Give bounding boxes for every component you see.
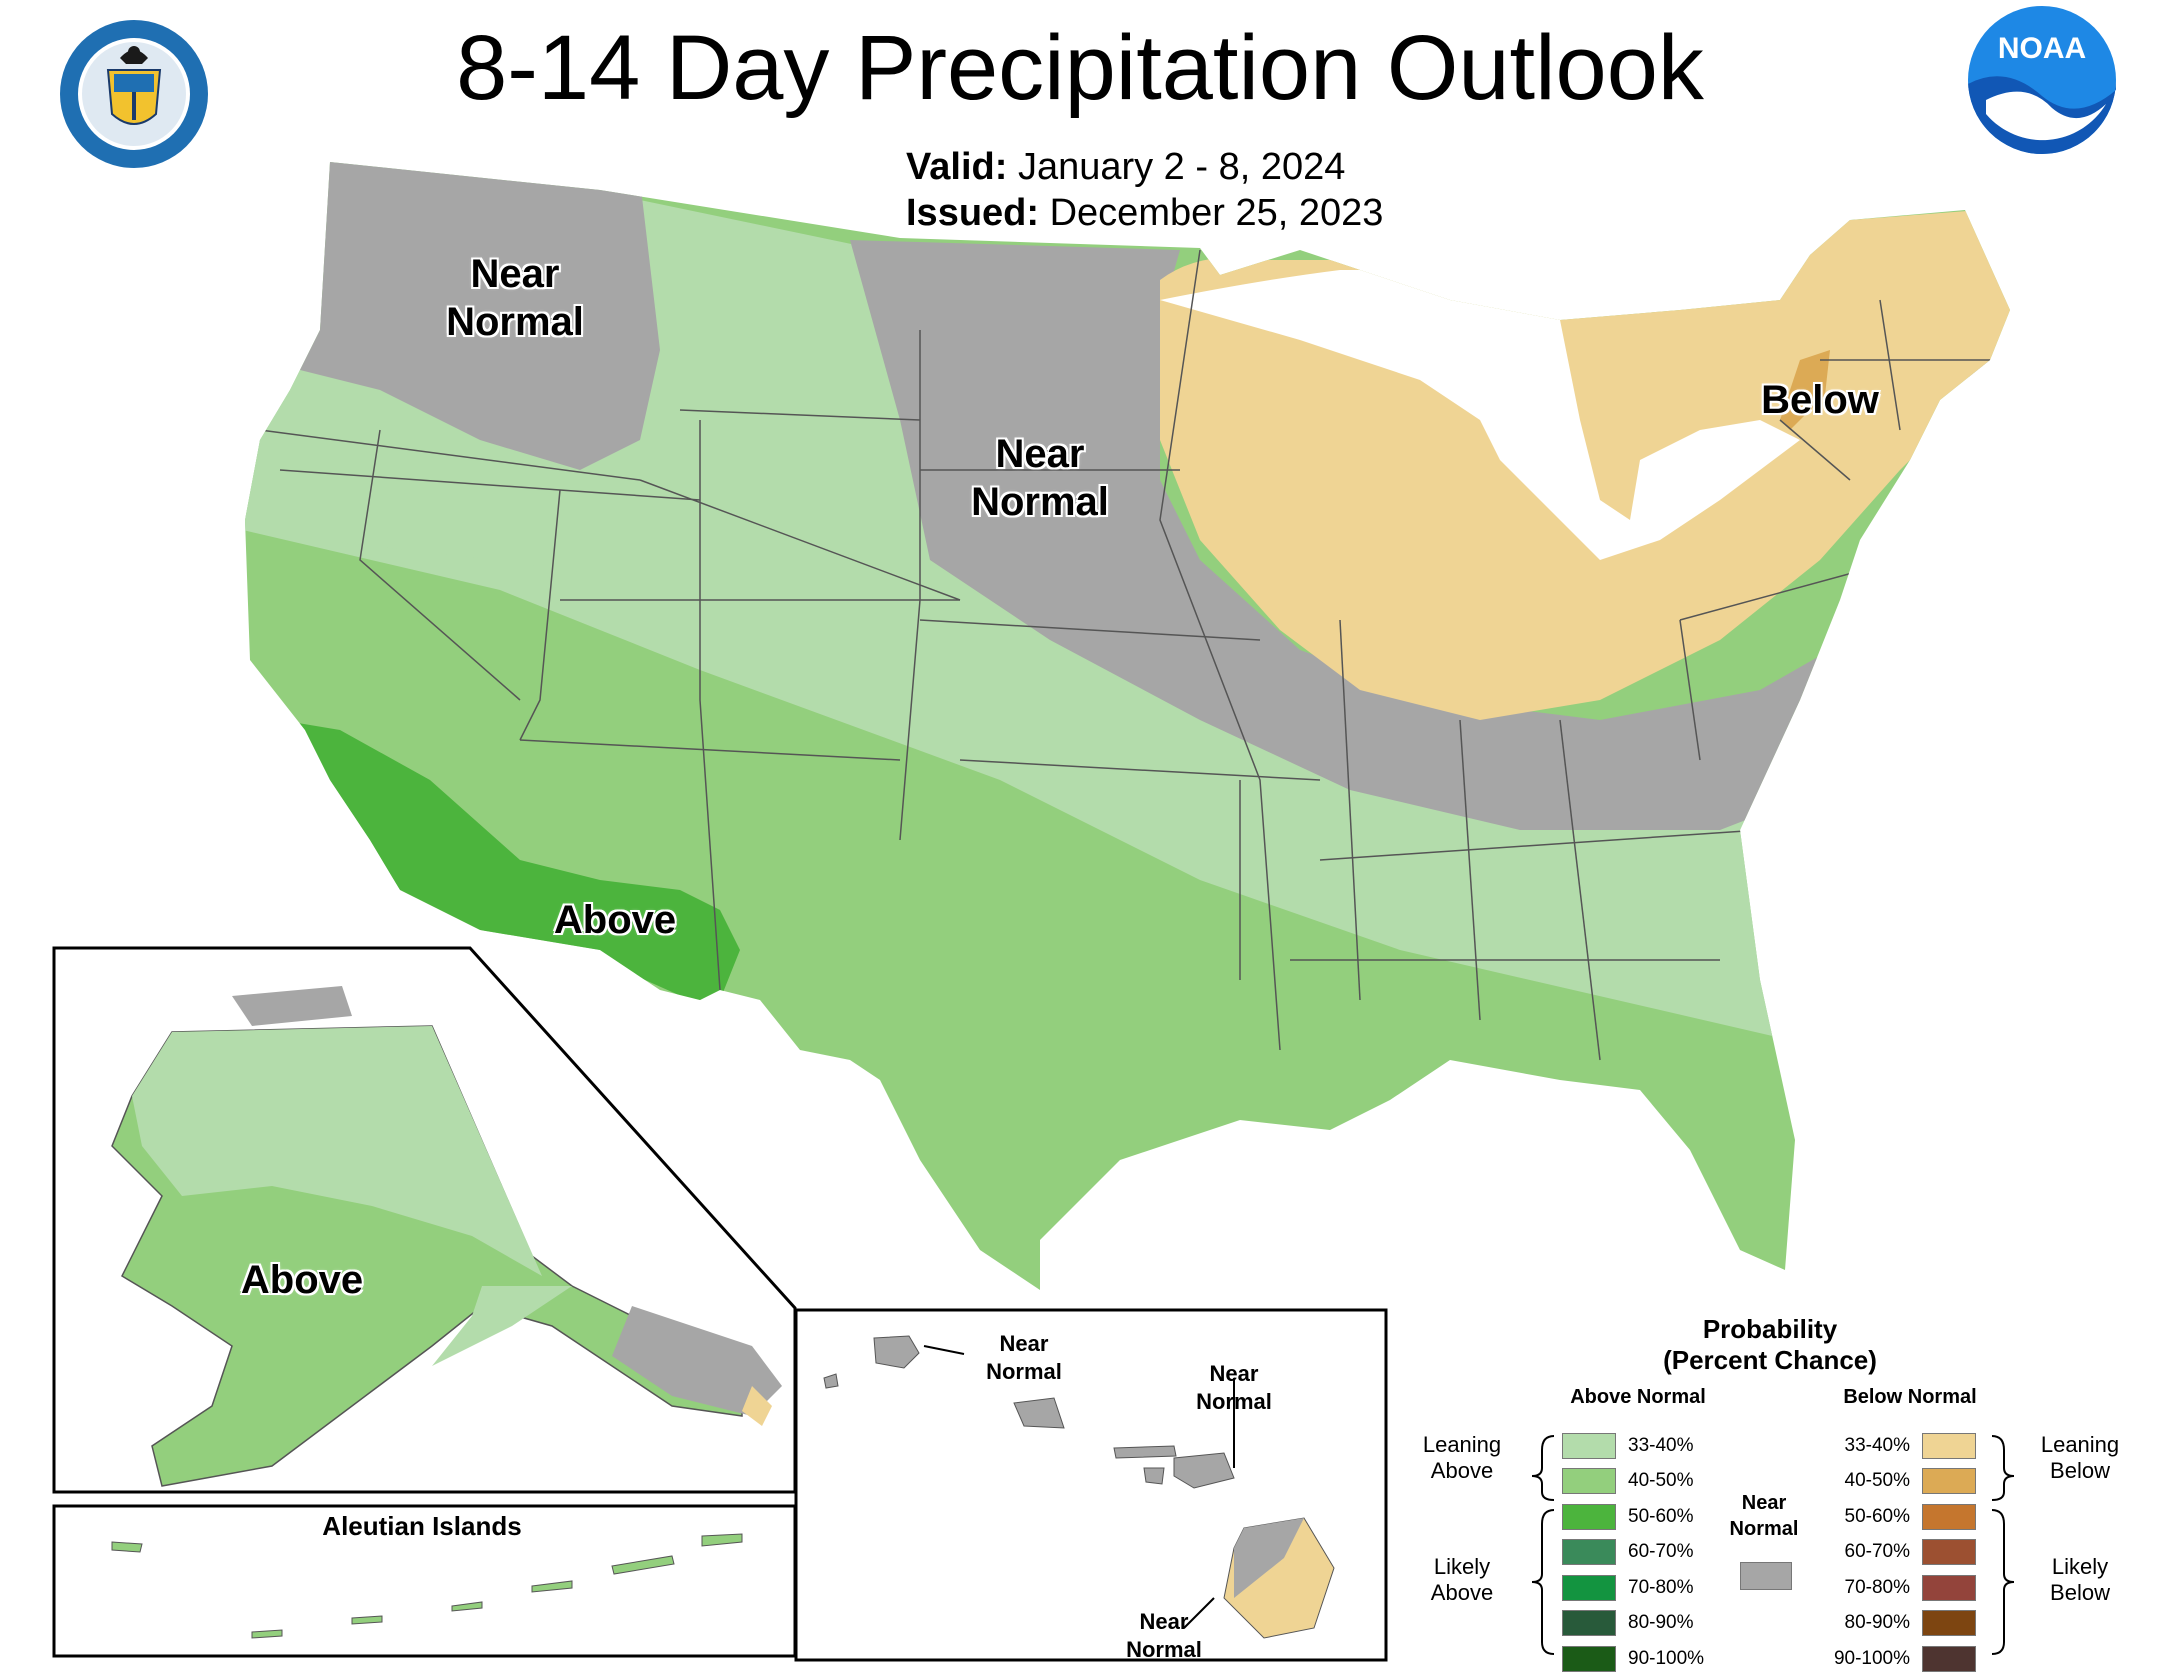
alaska-leaning-above — [132, 1026, 542, 1276]
hawaii-lanai — [1143, 1467, 1165, 1485]
above-bin-row: 33-40% — [1562, 1428, 1718, 1464]
above-bin-label: 70-80% — [1628, 1576, 1694, 1598]
aleutian-islands-shapes — [111, 1533, 743, 1639]
below-bin-row: 33-40% — [1820, 1428, 1976, 1464]
legend-below-list: 33-40% 40-50% 50-60% 60-70% 70-80% 80-90% 90-1… — [1820, 1428, 1976, 1677]
legend-above-list: 33-40% 40-50% 50-60% 60-70% 70-80% 80-90% 90-1… — [1562, 1428, 1718, 1677]
valid-label: Valid: — [906, 146, 1008, 188]
below-bin-row: 90-100% — [1820, 1641, 1976, 1677]
legend-near-normal-swatch — [1740, 1562, 1792, 1590]
legend-likely-above: Likely Above — [1430, 1554, 1494, 1605]
issued-line: Issued: December 25, 2023 — [906, 190, 1383, 236]
above-bin-label: 40-50% — [1628, 1470, 1694, 1492]
great-lakes — [1160, 270, 1800, 560]
legend: Probability (Percent Chance) Above Norma… — [1400, 1310, 2160, 1672]
below-bin-swatch — [1922, 1574, 1976, 1601]
above-bin-swatch — [1562, 1539, 1616, 1566]
below-bin-label: 60-70% — [1844, 1541, 1911, 1563]
label-alaska: Above — [240, 1258, 364, 1302]
above-bin-swatch — [1562, 1610, 1616, 1637]
below-bin-swatch — [1922, 1503, 1976, 1530]
above-bin-swatch — [1562, 1503, 1616, 1530]
legend-below-heading: Below Normal — [1843, 1386, 1977, 1408]
above-bin-label: 80-90% — [1628, 1612, 1694, 1634]
state-boundaries — [259, 249, 1990, 1061]
brace-below — [1991, 1435, 2015, 1655]
label-pacific-nw: Near Normal — [446, 252, 584, 344]
below-bin-row: 80-90% — [1820, 1606, 1976, 1642]
below-bin-row: 60-70% — [1820, 1535, 1976, 1571]
brace-above — [1531, 1435, 1555, 1655]
label-hawaii-big-island: Near Normal — [1126, 1609, 1202, 1662]
label-northeast: Below — [1761, 378, 1879, 422]
legend-title: Probability (Percent Chance) — [1663, 1314, 1877, 1375]
below-bin-label: 70-80% — [1844, 1576, 1911, 1598]
hawaii-kauai — [873, 1335, 920, 1369]
issued-label: Issued: — [906, 192, 1040, 234]
commerce-seal-logo — [60, 20, 208, 168]
above-bin-label: 60-70% — [1628, 1541, 1694, 1563]
alaska-near-normal-north — [232, 986, 352, 1026]
below-bin-label: 33-40% — [1844, 1434, 1911, 1456]
alaska-near-normal-panhandle — [612, 1306, 782, 1416]
above-bin-swatch — [1562, 1468, 1616, 1495]
alaska-southcentral-leaning — [432, 1286, 572, 1366]
issued-date: December 25, 2023 — [1049, 192, 1384, 234]
above-bin-row: 80-90% — [1562, 1606, 1718, 1642]
legend-near-normal-label: Near Normal — [1729, 1492, 1799, 1540]
below-bin-label: 90-100% — [1833, 1647, 1910, 1669]
legend-above-heading: Above Normal — [1570, 1386, 1706, 1408]
below-bin-swatch — [1922, 1432, 1976, 1459]
below-bin-swatch — [1922, 1645, 1976, 1672]
above-bin-label: 90-100% — [1628, 1647, 1705, 1669]
above-bin-row: 60-70% — [1562, 1535, 1718, 1571]
hawaii-molokai — [1113, 1445, 1177, 1459]
hawaii-niihau — [823, 1373, 839, 1389]
above-bin-swatch — [1562, 1432, 1616, 1459]
above-bin-swatch — [1562, 1574, 1616, 1601]
above-bin-label: 33-40% — [1628, 1434, 1694, 1456]
below-bin-swatch — [1922, 1468, 1976, 1495]
below-bin-label: 80-90% — [1844, 1612, 1911, 1634]
label-hawaii-kauai: Near Normal — [986, 1331, 1062, 1384]
page-title: 8-14 Day Precipitation Outlook — [456, 17, 1704, 119]
region-likely-above-southwest — [280, 720, 740, 1000]
above-bin-label: 50-60% — [1628, 1505, 1694, 1527]
hawaii-maui — [1173, 1452, 1235, 1489]
label-aleutian-islands: Aleutian Islands — [322, 1512, 522, 1541]
above-bin-row: 70-80% — [1562, 1570, 1718, 1606]
legend-likely-below: Likely Below — [2050, 1554, 2110, 1605]
hawaii-inset: Near Normal Near Normal Near Normal — [794, 1308, 1388, 1662]
noaa-logo-text: NOAA — [1998, 32, 2086, 65]
legend-leaning-below: Leaning Below — [2040, 1432, 2120, 1483]
hawaii-oahu — [1013, 1397, 1065, 1429]
valid-line: Valid: January 2 - 8, 2024 — [906, 144, 1345, 190]
region-below-40-50 — [1780, 350, 1830, 430]
alaska-inset: Above Aleutian Islands — [52, 946, 797, 1658]
label-hawaii-maui: Near Normal — [1196, 1361, 1272, 1414]
above-bin-row: 90-100% — [1562, 1641, 1718, 1677]
hawaii-big-island-near-normal — [1234, 1518, 1304, 1598]
below-bin-row: 70-80% — [1820, 1570, 1976, 1606]
label-southwest: Above — [553, 898, 677, 942]
alaska-below-sliver — [742, 1386, 772, 1426]
below-bin-label: 50-60% — [1844, 1505, 1911, 1527]
below-bin-swatch — [1922, 1610, 1976, 1637]
legend-leaning-above: Leaning Above — [1422, 1432, 1502, 1483]
valid-date: January 2 - 8, 2024 — [1017, 146, 1346, 188]
below-bin-row: 40-50% — [1820, 1464, 1976, 1500]
label-northern-plains: Near Normal — [971, 432, 1109, 524]
above-bin-row: 40-50% — [1562, 1464, 1718, 1500]
below-bin-label: 40-50% — [1844, 1470, 1911, 1492]
region-near-normal-plains-east — [850, 240, 2010, 830]
below-bin-row: 50-60% — [1820, 1499, 1976, 1535]
noaa-logo: NOAA — [1968, 6, 2116, 154]
below-bin-swatch — [1922, 1539, 1976, 1566]
above-bin-row: 50-60% — [1562, 1499, 1718, 1535]
